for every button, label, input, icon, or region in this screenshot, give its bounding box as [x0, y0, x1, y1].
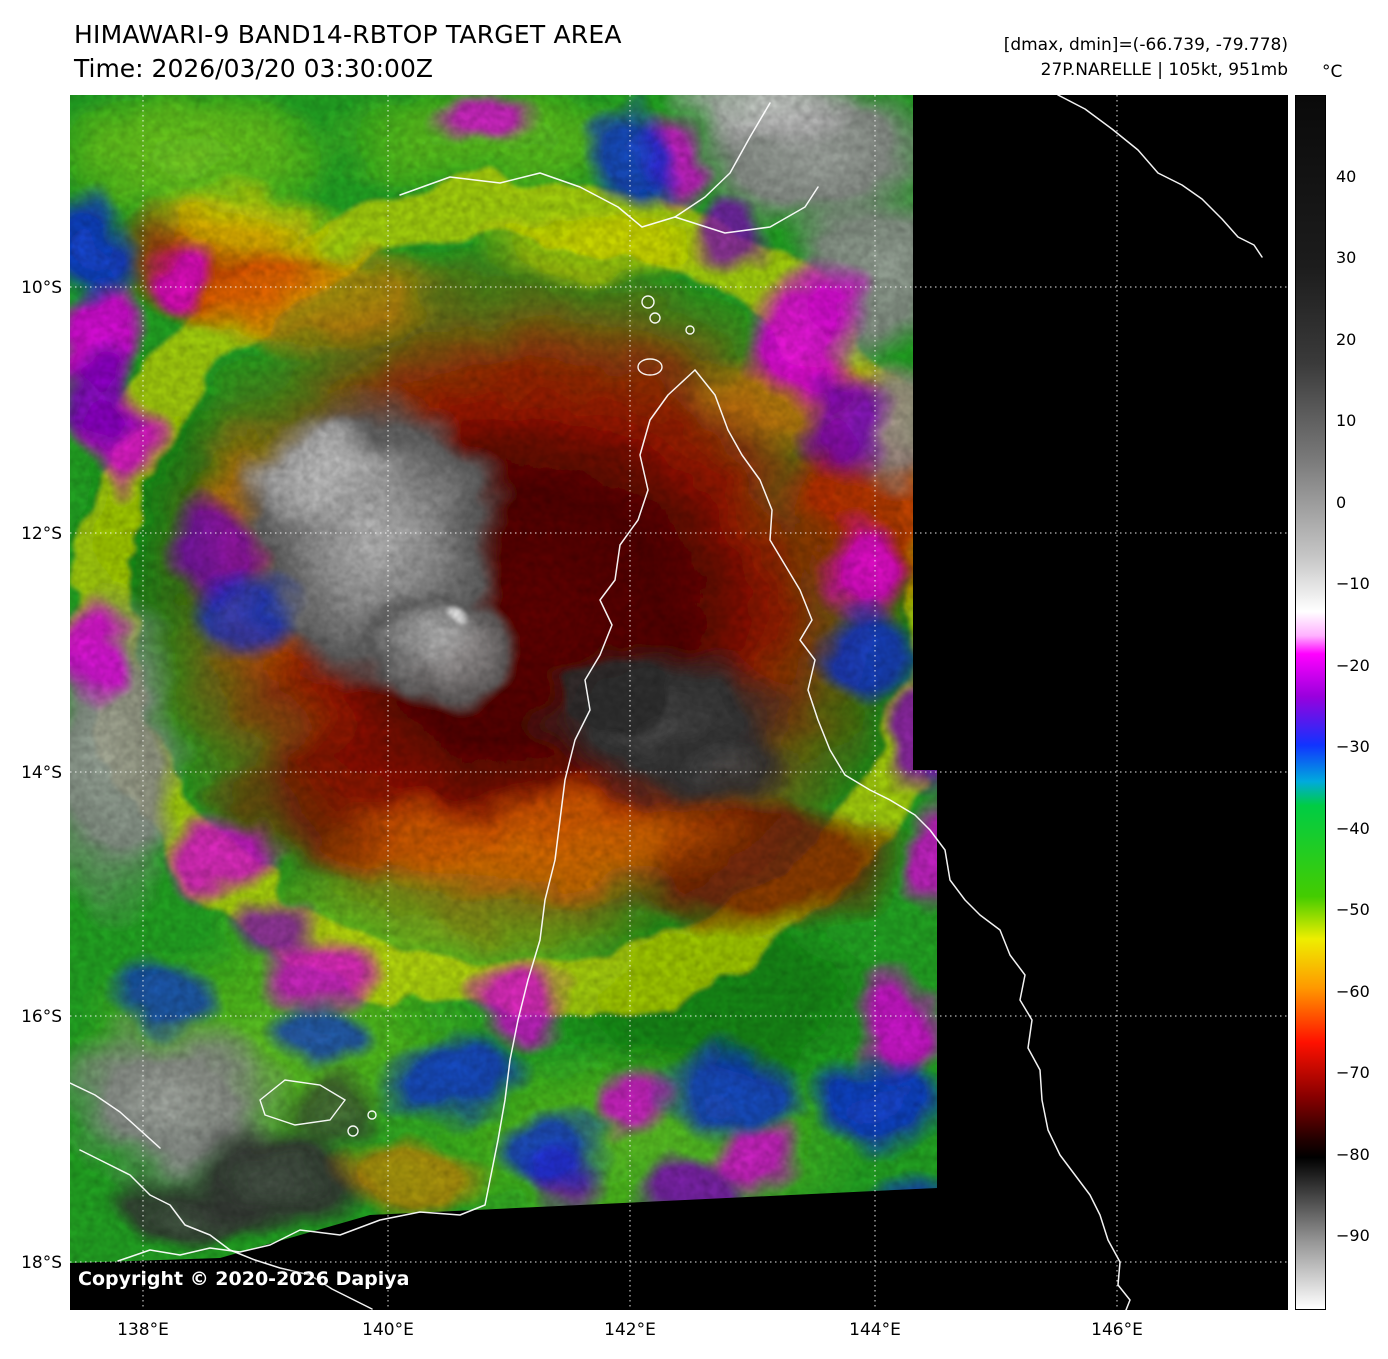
timestamp-label: Time: 2026/03/20 03:30:00Z: [74, 54, 433, 83]
coastline-png-delta: [674, 186, 819, 234]
lon-tick-label: 144°E: [849, 1320, 901, 1340]
colorbar-tick-label: −30: [1336, 737, 1370, 756]
lat-lon-gridlines: [70, 95, 1288, 1310]
lat-tick-label: 10°S: [21, 278, 62, 298]
coastline-png-south: [399, 102, 771, 228]
coastline-overlay: [70, 95, 1263, 1310]
lat-tick-label: 12°S: [21, 524, 62, 544]
colorbar-tick-label: −50: [1336, 900, 1370, 919]
coastline-png-east: [1057, 95, 1263, 258]
mornington-island: [259, 1079, 377, 1137]
colorbar-tick-label: −70: [1336, 1063, 1370, 1082]
temperature-colorbar: [1295, 95, 1326, 1310]
lat-tick-label: 16°S: [21, 1007, 62, 1027]
lon-tick-label: 138°E: [117, 1320, 169, 1340]
lon-tick-label: 140°E: [362, 1320, 414, 1340]
lon-tick-label: 142°E: [604, 1320, 656, 1340]
map-panel: [70, 95, 1288, 1310]
colorbar-unit-label: °C: [1322, 62, 1343, 82]
lat-tick-label: 14°S: [21, 763, 62, 783]
lon-tick-label: 146°E: [1091, 1320, 1143, 1340]
colorbar-tick-label: 20: [1336, 330, 1357, 349]
storm-intensity-readout: 27P.NARELLE | 105kt, 951mb: [1040, 60, 1288, 80]
coastline-pellew: [70, 1082, 161, 1149]
colorbar-tick-label: 30: [1336, 248, 1357, 267]
satellite-swath: [70, 95, 937, 1263]
readout-block: [dmax, dmin]=(-66.739, -79.778) 27P.NARE…: [820, 33, 1288, 83]
colorbar-tick-label: −90: [1336, 1226, 1370, 1245]
colorbar-tick-label: −20: [1336, 656, 1370, 675]
colorbar-tick-label: −10: [1336, 574, 1370, 593]
colorbar-tick-label: −40: [1336, 819, 1370, 838]
colorbar-tick-label: 10: [1336, 411, 1357, 430]
dmax-dmin-readout: [dmax, dmin]=(-66.739, -79.778): [1003, 35, 1288, 55]
colorbar-tick-label: 0: [1336, 493, 1347, 512]
copyright-text: Copyright © 2020-2026 Dapiya: [78, 1268, 410, 1290]
page-title: HIMAWARI-9 BAND14-RBTOP TARGET AREA: [74, 20, 622, 49]
colorbar-tick-label: −80: [1336, 1145, 1370, 1164]
satellite-map-canvas: [70, 95, 1288, 1310]
coastline-cape-york-west-gulf: [117, 369, 696, 1262]
colorbar-tick-label: −60: [1336, 982, 1370, 1001]
coastline-queensland-east: [694, 369, 1131, 1310]
torres-strait-islands: [637, 295, 695, 376]
coastline-nt-gulf: [79, 1149, 373, 1310]
image-grain-texture: [70, 95, 937, 1263]
lat-tick-label: 18°S: [21, 1253, 62, 1273]
colorbar-tick-label: 40: [1336, 167, 1357, 186]
